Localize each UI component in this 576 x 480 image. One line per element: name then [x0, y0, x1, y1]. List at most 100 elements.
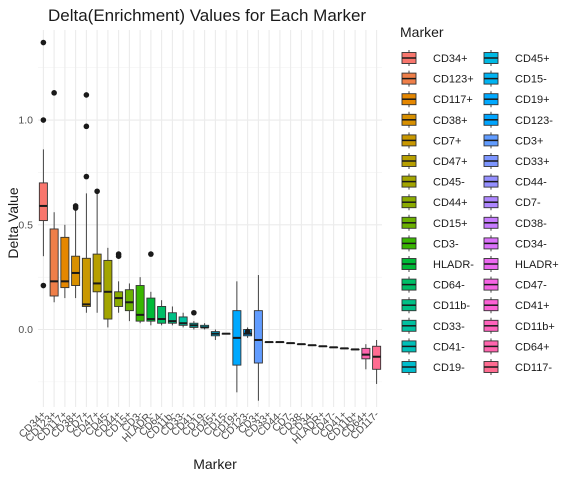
- legend-label: CD33-: [433, 321, 465, 333]
- box: [124, 289, 134, 312]
- outlier-point: [40, 39, 47, 46]
- legend-item-CD41-: CD41-: [401, 338, 465, 355]
- legend-item-CD47+: CD47+: [401, 153, 468, 169]
- legend-item-CD44+: CD44+: [401, 194, 468, 211]
- legend-item-CD33-: CD33-: [401, 317, 465, 334]
- legend-item-CD3+: CD3+: [483, 132, 543, 149]
- box-CD3-: [135, 277, 145, 324]
- box: [71, 255, 81, 286]
- legend-item-CD11b-: CD11b-: [401, 297, 470, 314]
- outlier-point: [72, 205, 79, 211]
- box-CD3+: [253, 275, 263, 401]
- box-CD123-: [243, 327, 253, 338]
- legend-item-CD64+: CD64+: [483, 338, 550, 355]
- box: [81, 257, 91, 307]
- legend-label: HLADR-: [433, 259, 474, 271]
- box-CD11b-: [167, 306, 177, 326]
- legend-item-CD19-: CD19-: [401, 359, 465, 375]
- legend-label: CD45+: [515, 53, 550, 65]
- box: [253, 310, 263, 364]
- legend-item-CD33+: CD33+: [483, 153, 550, 169]
- legend-item-CD64-: CD64-: [401, 276, 465, 293]
- outlier-point: [94, 188, 100, 195]
- legend-item-CD47-: CD47-: [483, 276, 547, 293]
- box: [167, 312, 177, 324]
- legend: Marker CD34+ CD123+ CD117+ CD38+ CD7+ CD47+ CD…: [400, 24, 559, 375]
- legend-label: CD41+: [515, 300, 550, 312]
- box-CD38+: [71, 203, 81, 299]
- legend-label: CD15-: [515, 74, 547, 86]
- box: [135, 285, 145, 322]
- outlier-point: [40, 117, 47, 123]
- x-axis-title: Marker: [193, 456, 237, 472]
- box-CD44+: [114, 251, 124, 313]
- legend-label: CD47+: [433, 156, 468, 168]
- legend-item-CD45-: CD45-: [401, 173, 465, 190]
- box-CD45-: [103, 247, 113, 328]
- box-CD19+: [232, 281, 242, 393]
- chart-title: Delta(Enrichment) Values for Each Marker: [48, 6, 366, 25]
- legend-item-CD123+: CD123+: [401, 70, 474, 87]
- box: [157, 306, 167, 324]
- legend-title: Marker: [400, 24, 444, 40]
- outlier-point: [83, 173, 90, 180]
- legend-label: CD11b+: [515, 321, 555, 333]
- legend-label: CD11b-: [433, 300, 470, 312]
- legend-item-HLADR+: HLADR+: [483, 256, 559, 272]
- box: [114, 291, 124, 307]
- legend-label: CD34+: [433, 53, 468, 65]
- legend-label: CD64+: [515, 341, 550, 353]
- box-CD33-: [178, 312, 188, 328]
- legend-item-CD15-: CD15-: [483, 70, 547, 87]
- legend-label: CD44-: [515, 177, 547, 189]
- plot-area: 0.00.51.0CD34+CD123+CD117+CD38+CD7+CD47+…: [17, 30, 382, 447]
- box: [60, 236, 70, 289]
- legend-label: CD45-: [433, 177, 465, 189]
- legend-item-CD38-: CD38-: [483, 214, 547, 231]
- legend-label: CD64-: [433, 280, 465, 292]
- box-CD19-: [200, 323, 210, 330]
- box-CD47+: [92, 188, 102, 313]
- box: [372, 345, 382, 370]
- box: [49, 228, 59, 297]
- box: [146, 297, 156, 322]
- legend-label: CD117-: [515, 362, 552, 374]
- y-axis-title: Delta Value: [5, 187, 21, 259]
- box: [38, 182, 48, 222]
- box-HLADR-: [146, 251, 156, 326]
- legend-item-CD7+: CD7+: [401, 132, 461, 149]
- box-CD15+: [124, 283, 134, 322]
- legend-label: CD19-: [433, 362, 465, 374]
- box: [361, 347, 371, 360]
- legend-item-CD123-: CD123-: [483, 111, 553, 128]
- legend-label: CD34-: [515, 238, 547, 250]
- legend-item-CD34+: CD34+: [401, 50, 468, 66]
- legend-item-CD45+: CD45+: [483, 50, 550, 66]
- legend-label: HLADR+: [515, 259, 559, 271]
- plot-background: [38, 30, 382, 407]
- legend-label: CD41-: [433, 341, 465, 353]
- outlier-point: [83, 92, 90, 98]
- legend-label: CD3+: [515, 135, 543, 147]
- legend-label: CD19+: [515, 94, 550, 106]
- outlier-point: [244, 328, 251, 335]
- outlier-point: [40, 282, 47, 289]
- y-tick-label: 0.0: [18, 324, 33, 336]
- legend-label: CD117+: [433, 94, 473, 106]
- legend-item-CD15+: CD15+: [401, 214, 468, 231]
- legend-label: CD33+: [515, 156, 550, 168]
- y-tick-label: 1.0: [18, 115, 33, 127]
- outlier-point: [148, 251, 154, 257]
- legend-item-CD38+: CD38+: [401, 111, 468, 128]
- legend-item-CD19+: CD19+: [483, 91, 550, 108]
- legend-label: CD123-: [515, 115, 553, 127]
- legend-label: CD44+: [433, 197, 468, 209]
- legend-label: CD47-: [515, 280, 547, 292]
- box: [178, 316, 188, 326]
- box-CD123+: [49, 90, 59, 303]
- outlier-point: [51, 90, 57, 96]
- box-CD117+: [60, 224, 70, 299]
- y-tick-label: 0.5: [18, 219, 33, 231]
- box-CD34+: [38, 39, 48, 289]
